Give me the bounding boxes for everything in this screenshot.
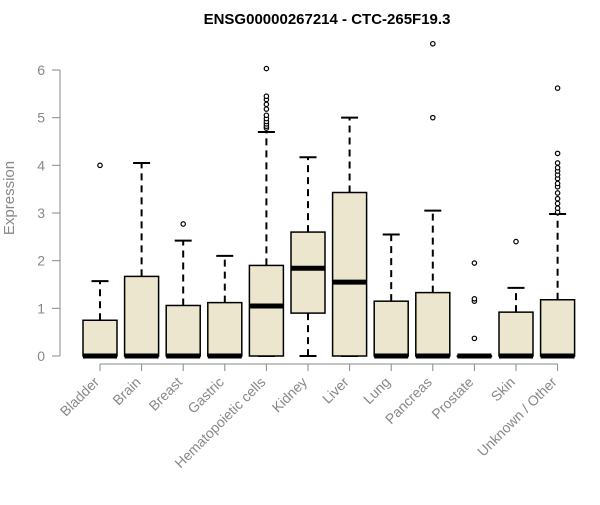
- outlier-point: [429, 40, 436, 47]
- outlier-point: [554, 180, 561, 187]
- outlier-point: [263, 106, 270, 112]
- box-10: [456, 260, 493, 359]
- box-11: [498, 238, 534, 359]
- outlier-point: [554, 85, 561, 91]
- outlier-point: [429, 114, 436, 121]
- box-7: [331, 116, 368, 357]
- box-rect: [165, 304, 201, 357]
- x-tick-label: Liver: [319, 374, 352, 407]
- box-rect: [248, 264, 285, 357]
- outlier-point: [263, 93, 270, 100]
- outlier-point: [554, 195, 561, 202]
- y-tick-label: 5: [37, 110, 45, 126]
- outlier-point: [554, 164, 561, 171]
- outlier-point: [554, 190, 561, 196]
- outlier-point: [180, 221, 187, 227]
- box-8: [373, 233, 409, 359]
- outlier-point: [554, 205, 561, 212]
- box-rect: [539, 299, 576, 357]
- outlier-point: [263, 101, 270, 108]
- box-rect: [207, 301, 243, 357]
- x-tick-label: Lung: [360, 374, 393, 407]
- y-axis-label: Expression: [1, 161, 18, 235]
- outlier-point: [97, 162, 103, 169]
- chart-title: ENSG00000267214 - CTC-265F19.3: [204, 11, 451, 28]
- box-6: [290, 156, 326, 357]
- box-rect: [373, 300, 409, 357]
- outlier-point: [554, 160, 561, 166]
- boxes: [82, 40, 576, 359]
- box-rect: [331, 191, 368, 357]
- box-rect: [498, 311, 534, 357]
- outlier-point: [263, 65, 270, 72]
- box-rect: [415, 291, 451, 357]
- y-tick-label: 4: [37, 157, 45, 173]
- x-tick-label: Unknown / Other: [474, 374, 560, 460]
- box-rect: [82, 319, 118, 357]
- y-tick-label: 6: [37, 62, 45, 78]
- outlier-point: [471, 335, 478, 342]
- outlier-point: [554, 150, 561, 157]
- box-rect: [290, 231, 326, 314]
- box-1: [82, 162, 118, 359]
- outlier-point: [513, 238, 519, 245]
- y-tick-label: 1: [37, 300, 45, 316]
- outlier-point: [471, 295, 478, 302]
- box-3: [165, 221, 201, 359]
- x-tick-label: Skin: [488, 374, 519, 405]
- outlier-point: [471, 260, 478, 266]
- x-tick-label: Prostate: [428, 374, 476, 422]
- y-tick-label: 2: [37, 253, 45, 269]
- box-5: [248, 65, 285, 357]
- box-9: [415, 40, 451, 359]
- outlier-point: [554, 200, 561, 207]
- x-tick-label: Bladder: [57, 374, 103, 420]
- y-tick-label: 3: [37, 205, 45, 221]
- x-tick-label: Kidney: [269, 374, 311, 416]
- x-tick-label: Brain: [109, 374, 143, 408]
- x-tick-label: Breast: [145, 374, 185, 414]
- box-12: [539, 85, 576, 359]
- box-2: [123, 161, 160, 359]
- outlier-point: [263, 112, 270, 119]
- box-4: [207, 254, 243, 359]
- box-rect: [123, 275, 160, 357]
- y-tick-label: 0: [37, 348, 45, 364]
